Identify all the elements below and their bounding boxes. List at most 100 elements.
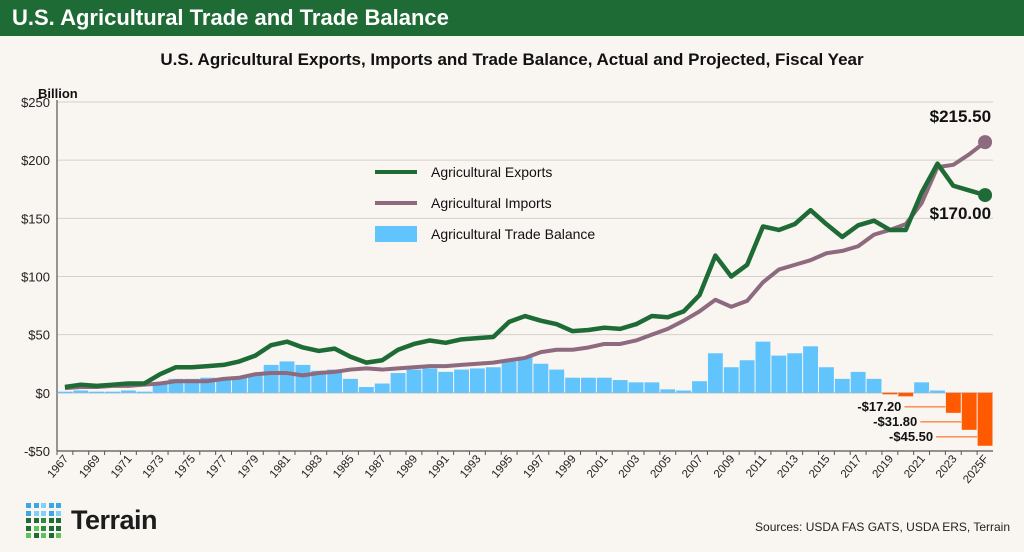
logo-dot	[26, 518, 31, 523]
logo-dot	[41, 525, 46, 531]
header-title: U.S. Agricultural Trade and Trade Balanc…	[0, 0, 1024, 36]
logo-dot	[26, 533, 31, 538]
x-tick-label: 1971	[109, 453, 135, 480]
terrain-logo: Terrain	[26, 503, 158, 538]
source-note: Sources: USDA FAS GATS, USDA ERS, Terrai…	[755, 520, 1010, 534]
balance-bar	[707, 353, 723, 393]
imports-line	[64, 140, 987, 391]
balance-bar	[596, 377, 612, 393]
balance-bar	[818, 367, 834, 393]
x-tick-label: 2015	[807, 453, 833, 480]
balance-bar	[660, 389, 676, 393]
balance-label: -$31.80	[873, 414, 917, 429]
balance-bar	[977, 392, 993, 446]
balance-bar	[454, 369, 469, 393]
x-tick-label: 1989	[395, 453, 421, 480]
balance-bar	[105, 391, 120, 394]
balance-bar	[676, 390, 692, 393]
legend-swatch	[375, 226, 417, 242]
balance-bar	[501, 361, 517, 393]
logo-dot	[56, 503, 61, 508]
balance-bar	[517, 356, 533, 393]
x-tick-label: 1983	[299, 453, 325, 480]
balance-bar	[850, 371, 866, 393]
x-tick-label: 2023	[934, 453, 960, 480]
balance-bar	[914, 382, 930, 393]
imports-end-label: $215.50	[930, 107, 991, 126]
balance-bar	[771, 355, 787, 393]
x-tick-label: 1991	[426, 453, 452, 480]
balance-bar	[739, 360, 755, 393]
x-tick-label: 1997	[522, 453, 548, 480]
y-tick-label: $150	[21, 211, 50, 226]
logo-dot	[56, 525, 61, 531]
logo-dot	[48, 525, 54, 531]
balance-bar	[263, 364, 279, 393]
balance-bar	[73, 390, 89, 393]
logo-text: Terrain	[71, 505, 158, 535]
balance-bar	[311, 370, 327, 393]
balance-bar	[755, 341, 771, 393]
balance-bar	[882, 392, 898, 395]
y-tick-label: $0	[36, 386, 50, 401]
logo-dot	[48, 518, 54, 523]
y-tick-label: $250	[21, 95, 50, 110]
balance-bar	[279, 361, 295, 393]
balance-bar	[945, 392, 961, 413]
exports-end-marker	[978, 188, 993, 203]
x-tick-label: 1985	[331, 453, 357, 480]
x-tick-label: 1999	[553, 453, 579, 480]
balance-bar	[57, 391, 73, 394]
y-tick-label: $200	[21, 153, 50, 168]
logo-dot	[33, 503, 39, 508]
balance-label: -$45.50	[889, 429, 933, 444]
balance-bar	[216, 378, 232, 393]
balance-bar	[565, 377, 581, 393]
legend-label: Agricultural Exports	[431, 164, 552, 180]
balance-bar	[358, 387, 374, 393]
logo-dot	[41, 518, 46, 523]
balance-bar	[422, 368, 438, 393]
x-tick-label: 1987	[363, 453, 389, 480]
x-tick-label: 2025F	[961, 453, 991, 486]
x-tick-label: 1981	[268, 453, 294, 480]
balance-bar	[723, 367, 739, 393]
balance-bar	[834, 378, 850, 393]
balance-bar	[485, 367, 501, 393]
y-axis-unit: Billion	[38, 86, 78, 101]
x-tick-label: 1973	[141, 453, 167, 480]
balance-bar	[327, 369, 343, 393]
logo-dot	[33, 525, 39, 531]
balance-bar	[295, 364, 311, 393]
logo-dot	[41, 503, 46, 508]
balance-bar	[533, 363, 549, 393]
balance-bar	[628, 382, 644, 393]
imports-end-marker	[978, 135, 993, 150]
legend-label: Agricultural Trade Balance	[431, 226, 595, 242]
balance-bar	[120, 390, 136, 393]
logo-dot	[48, 510, 54, 516]
balance-label: -$17.20	[857, 399, 901, 414]
balance-bar	[89, 391, 105, 394]
logo-dot	[56, 510, 61, 516]
x-tick-label: 2009	[712, 453, 738, 480]
balance-bar	[343, 378, 358, 393]
x-tick-label: 2017	[839, 453, 865, 480]
logo-dot	[48, 533, 54, 538]
balance-bar	[136, 391, 152, 394]
balance-bar	[549, 369, 565, 393]
x-tick-label: 2021	[902, 453, 928, 480]
balance-bar	[247, 374, 263, 393]
logo-dot	[33, 510, 39, 516]
balance-bar	[961, 392, 977, 430]
balance-bar	[692, 381, 707, 393]
balance-bar	[930, 390, 945, 393]
logo-dot	[33, 533, 39, 538]
balance-bar	[406, 369, 422, 393]
balance-bar	[438, 371, 454, 393]
balance-bar	[803, 346, 818, 393]
x-tick-label: 1977	[204, 453, 230, 480]
balance-bar	[581, 377, 596, 393]
logo-dot	[33, 518, 39, 523]
